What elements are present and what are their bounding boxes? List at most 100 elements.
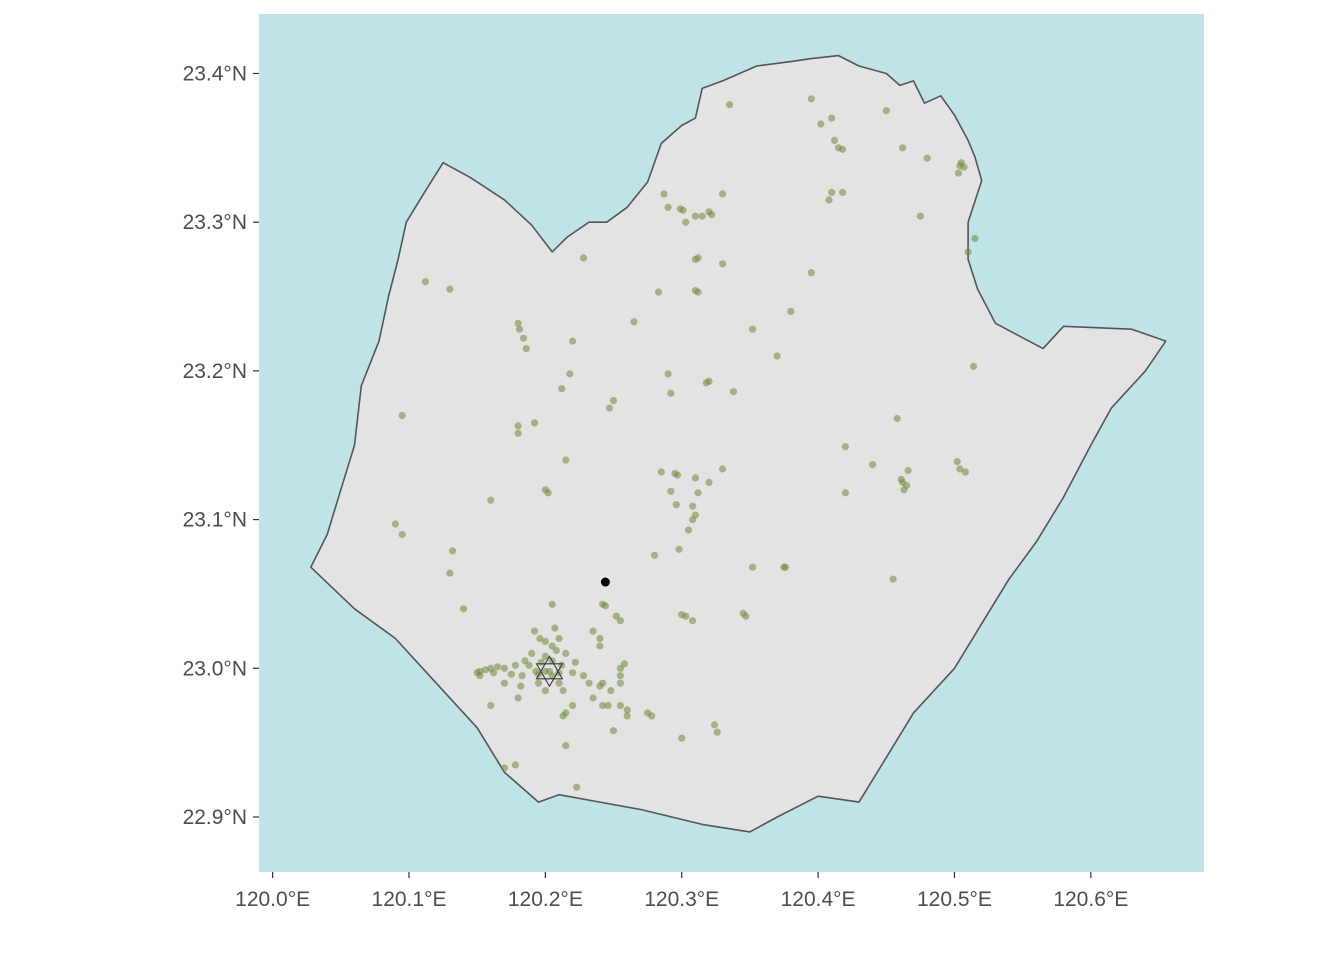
observation-point	[956, 162, 964, 170]
observation-point	[961, 468, 970, 476]
observation-point	[537, 658, 545, 666]
observation-point	[541, 637, 550, 646]
star-triangle-up	[535, 655, 564, 680]
observation-point	[689, 617, 697, 625]
observation-point	[571, 658, 580, 666]
observation-point	[682, 218, 690, 226]
observation-point	[555, 634, 563, 643]
observation-point	[807, 269, 815, 277]
observation-point	[900, 486, 908, 494]
observation-point	[698, 212, 706, 220]
observation-point	[421, 278, 429, 286]
observation-point	[839, 188, 847, 196]
observation-point	[719, 190, 727, 198]
x-tick-label: 120.1°E	[372, 888, 447, 911]
observation-point	[607, 687, 615, 695]
observation-point	[648, 712, 656, 720]
observation-point	[710, 721, 719, 729]
observation-point	[650, 551, 659, 559]
observation-point	[708, 211, 716, 219]
y-tick-label: 23.1°N	[183, 509, 247, 532]
observation-point	[630, 318, 638, 326]
observation-point	[664, 370, 672, 378]
observation-point	[530, 627, 539, 635]
observation-point	[691, 212, 700, 220]
observation-point	[500, 679, 509, 687]
observation-point	[518, 672, 526, 680]
observation-point	[971, 234, 979, 243]
observation-point	[719, 260, 727, 268]
observation-point	[489, 669, 498, 677]
x-tick-label: 120.0°E	[235, 888, 310, 911]
x-tick-label: 120.3°E	[644, 888, 719, 911]
observation-point	[964, 248, 972, 256]
observation-point	[579, 254, 588, 262]
observation-point	[517, 682, 525, 690]
observation-point	[742, 612, 750, 620]
observation-point	[511, 661, 519, 669]
observation-point	[953, 458, 961, 466]
observation-point	[954, 169, 963, 177]
observation-point	[830, 136, 839, 144]
observation-point	[569, 701, 577, 710]
observation-point	[620, 660, 629, 668]
observation-point	[487, 496, 495, 504]
observation-point	[674, 471, 682, 479]
observation-point	[654, 288, 663, 296]
observation-point	[841, 443, 850, 451]
observation-point	[889, 575, 897, 583]
observation-point	[807, 95, 815, 103]
observation-point	[562, 456, 570, 464]
observation-point	[616, 701, 625, 710]
observation-point	[609, 397, 618, 405]
observation-points	[391, 95, 979, 791]
observation-point	[500, 764, 509, 772]
observation-point	[398, 530, 406, 539]
observation-point	[780, 563, 788, 571]
y-tick-label: 23.2°N	[183, 360, 247, 383]
observation-point	[599, 600, 607, 608]
observation-point	[514, 694, 522, 702]
observation-point	[904, 466, 912, 475]
observation-point	[694, 489, 702, 497]
observation-point	[562, 649, 570, 658]
observation-point	[541, 687, 550, 695]
observation-point	[678, 734, 686, 742]
observation-point	[596, 634, 604, 643]
observation-point	[514, 429, 522, 437]
observation-point	[559, 712, 567, 720]
observation-point	[689, 516, 697, 524]
observation-point	[616, 679, 625, 687]
centroid-marker	[600, 577, 610, 587]
observation-point	[899, 144, 907, 152]
observation-point	[729, 388, 738, 396]
observation-point	[494, 663, 502, 671]
observation-point	[713, 728, 721, 736]
observation-point	[691, 474, 700, 482]
observation-point	[719, 465, 727, 473]
observation-point	[616, 617, 625, 625]
star-triangle-down	[535, 663, 564, 688]
observation-point	[841, 489, 850, 497]
observation-point	[893, 414, 901, 423]
x-tick-label: 120.4°E	[781, 888, 856, 911]
observation-point	[569, 337, 577, 345]
observation-point	[562, 742, 570, 750]
observation-point	[660, 190, 668, 198]
observation-point	[536, 634, 544, 643]
observation-point	[481, 666, 489, 674]
observation-point	[667, 389, 675, 397]
x-tick-label: 120.2°E	[508, 888, 583, 911]
y-tick-label: 22.9°N	[183, 806, 247, 829]
observation-point	[446, 285, 454, 293]
observation-point	[507, 670, 515, 678]
observation-point	[604, 701, 612, 710]
observation-point	[545, 667, 554, 675]
observation-point	[544, 489, 552, 497]
observation-point	[446, 569, 454, 577]
observation-point	[923, 154, 931, 162]
observation-point	[559, 687, 567, 695]
x-tick-label: 120.5°E	[917, 888, 992, 911]
star-of-david-marker	[535, 655, 564, 688]
observation-point	[569, 669, 577, 677]
